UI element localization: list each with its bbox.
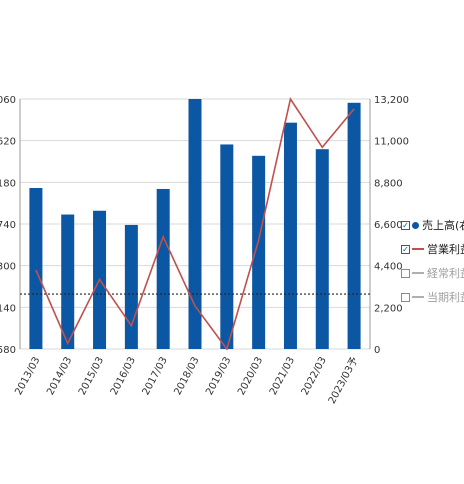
left-axis-tick-label: 1,620 [0, 137, 16, 148]
legend-item-ordinary-profit[interactable]: 経常利益 [401, 265, 464, 281]
left-axis-tick-label: 300 [0, 262, 16, 273]
x-axis-tick-label: 2020/03 [236, 355, 265, 397]
bar-sales[interactable] [252, 155, 266, 349]
left-axis-tick-label: -140 [0, 303, 16, 314]
bar-sales[interactable] [347, 102, 361, 350]
legend-checkbox[interactable]: ✓ [401, 220, 410, 230]
legend-label: 当期利益 [427, 291, 464, 304]
bar-sales[interactable] [188, 99, 202, 349]
legend: ✓ 売上高(右軸) ✓ 営業利益 経常利益 当期利益 [401, 217, 464, 313]
x-axis-tick-label: 2019/03 [204, 355, 233, 397]
bar-sales[interactable] [283, 122, 297, 349]
line-operating-profit [35, 96, 355, 351]
legend-dot-marker [412, 221, 419, 229]
right-axis-tick-label: 0 [374, 345, 380, 356]
right-axis-tick-label: 2,200 [374, 303, 403, 314]
x-axis-tick-label: 2013/03 [13, 355, 42, 397]
legend-checkbox[interactable] [401, 268, 410, 278]
x-axis-tick-label: 2022/03 [300, 355, 329, 397]
right-axis-tick-label: 8,800 [374, 178, 403, 189]
right-axis-tick-label: 11,000 [374, 137, 409, 148]
left-axis-tick-label: 740 [0, 220, 16, 231]
legend-checkbox[interactable]: ✓ [401, 244, 410, 254]
bar-sales[interactable] [61, 214, 75, 349]
legend-item-net-profit[interactable]: 当期利益 [401, 289, 464, 305]
right-axis-tick-label: 13,200 [374, 95, 409, 106]
legend-item-operating-profit[interactable]: ✓ 営業利益 [401, 241, 464, 257]
x-axis-tick-label: 2018/03 [172, 355, 201, 397]
right-axis-tick-label: 6,600 [374, 220, 403, 231]
legend-label: 営業利益 [427, 243, 464, 256]
right-axis-tick-label: 4,400 [374, 262, 403, 273]
bar-sales[interactable] [124, 224, 138, 349]
bar-sales[interactable] [156, 188, 170, 349]
legend-item-sales[interactable]: ✓ 売上高(右軸) [401, 217, 464, 233]
left-axis-tick-label: -580 [0, 345, 16, 356]
legend-checkbox[interactable] [401, 292, 410, 302]
bar-sales[interactable] [29, 188, 43, 349]
x-axis-tick-label: 2023/03予 [326, 355, 361, 406]
x-axis-tick-label: 2021/03 [268, 355, 297, 397]
legend-line-marker [412, 248, 424, 250]
legend-label: 経常利益 [427, 267, 464, 280]
x-axis-tick-label: 2017/03 [141, 355, 170, 397]
legend-line-marker [412, 296, 424, 298]
legend-line-marker [412, 272, 424, 274]
left-axis-tick-label: 2,060 [0, 95, 16, 106]
bar-sales[interactable] [220, 144, 234, 349]
legend-label: 売上高(右軸) [422, 219, 464, 232]
x-axis-tick-label: 2014/03 [45, 355, 74, 397]
x-axis-tick-label: 2015/03 [77, 355, 106, 397]
left-axis-tick-label: 1,180 [0, 178, 16, 189]
x-axis-tick-label: 2016/03 [109, 355, 138, 397]
bar-sales[interactable] [315, 149, 329, 349]
